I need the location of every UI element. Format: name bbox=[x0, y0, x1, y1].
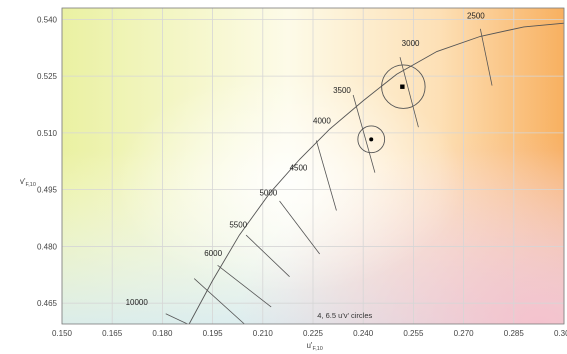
x-tick-label-0: 0.150 bbox=[52, 329, 73, 338]
isotherm-10000 bbox=[165, 313, 188, 324]
y-axis-label-main: v' bbox=[20, 177, 26, 186]
y-tick-label-0: 0.465 bbox=[37, 299, 58, 308]
cct-labels: 10000 6000 5500 5000 4500 4000 3500 3000 2500 bbox=[126, 12, 486, 307]
circles-annotation: 4, 6.5 u'v' circles bbox=[317, 311, 372, 320]
x-tick-label-5: 0.225 bbox=[303, 329, 324, 338]
x-tick-label-8: 0.270 bbox=[454, 329, 475, 338]
cct-label-4000: 4000 bbox=[313, 116, 331, 125]
cct-label-6000: 6000 bbox=[204, 249, 222, 258]
y-tick-label-1: 0.480 bbox=[37, 242, 58, 251]
y-tick-label-4: 0.525 bbox=[37, 72, 58, 81]
isotherm-4000 bbox=[315, 140, 337, 211]
x-tick-label-10: 0.300 bbox=[554, 329, 567, 338]
tolerance-circle-1 bbox=[381, 64, 426, 109]
isotherm-6000 bbox=[193, 278, 245, 324]
planckian-locus-line bbox=[188, 22, 564, 324]
cct-isotherms bbox=[165, 28, 493, 324]
cct-label-3000: 3000 bbox=[402, 39, 420, 48]
isotherm-5000 bbox=[245, 234, 290, 277]
x-tick-label-7: 0.255 bbox=[403, 329, 424, 338]
y-axis-label: v'F,10 bbox=[20, 177, 36, 188]
y-tick-label-2: 0.495 bbox=[37, 186, 58, 195]
tolerance-circles bbox=[357, 64, 426, 154]
x-tick-label-3: 0.195 bbox=[203, 329, 224, 338]
x-tick-label-4: 0.210 bbox=[253, 329, 274, 338]
y-tick-labels: 0.465 0.480 0.495 0.510 0.525 0.540 bbox=[37, 15, 58, 308]
x-tick-label-1: 0.165 bbox=[102, 329, 123, 338]
y-tick-label-5: 0.540 bbox=[37, 15, 58, 24]
x-tick-label-6: 0.240 bbox=[353, 329, 374, 338]
x-axis-label: u'F,10 bbox=[306, 341, 322, 352]
plot-frame bbox=[61, 7, 565, 325]
cct-label-10000: 10000 bbox=[126, 298, 149, 307]
y-tick-label-3: 0.510 bbox=[37, 129, 58, 138]
data-point-1 bbox=[400, 84, 405, 89]
isotherm-3000 bbox=[399, 57, 419, 128]
cct-label-2500: 2500 bbox=[467, 12, 485, 21]
isotherm-5500 bbox=[217, 265, 272, 308]
x-tick-label-2: 0.180 bbox=[152, 329, 173, 338]
y-axis-label-sub: F,10 bbox=[26, 182, 36, 188]
cct-label-4500: 4500 bbox=[290, 164, 308, 173]
x-tick-label-9: 0.285 bbox=[504, 329, 525, 338]
cct-label-5000: 5000 bbox=[259, 188, 277, 197]
chromaticity-points bbox=[369, 84, 405, 142]
isotherm-3500 bbox=[352, 94, 376, 173]
isotherm-2500 bbox=[479, 28, 493, 86]
tolerance-circle-0 bbox=[357, 125, 386, 154]
x-tick-labels: 0.150 0.165 0.180 0.195 0.210 0.225 0.240 0.255… bbox=[52, 329, 567, 338]
cct-label-5500: 5500 bbox=[229, 220, 247, 229]
data-point-0 bbox=[369, 137, 374, 142]
x-axis-label-main: u' bbox=[306, 341, 312, 350]
x-axis-label-sub: F,10 bbox=[312, 346, 322, 352]
planckian-locus bbox=[188, 22, 564, 324]
isotherm-4500 bbox=[279, 200, 321, 255]
cct-label-3500: 3500 bbox=[333, 86, 351, 95]
